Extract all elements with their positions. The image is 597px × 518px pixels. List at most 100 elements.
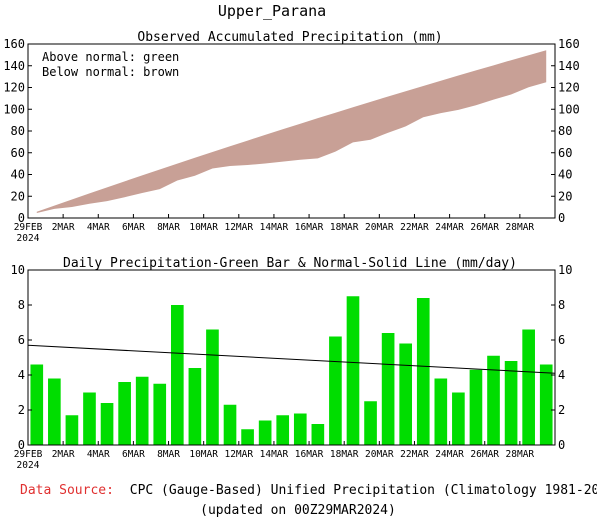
x-year-label: 2024 [17, 233, 40, 244]
daily-chart: Daily Precipitation-Green Bar & Normal-S… [11, 256, 573, 471]
daily-chart-title: Daily Precipitation-Green Bar & Normal-S… [63, 256, 517, 271]
daily-bar [241, 429, 254, 445]
y-tick-label: 60 [11, 146, 25, 160]
daily-bar [452, 392, 465, 445]
daily-bar [135, 376, 149, 445]
daily-bar [170, 305, 184, 445]
x-tick-label: 12MAR [224, 222, 253, 233]
y-tick-label: 0 [558, 438, 565, 452]
y-tick-label: 160 [558, 37, 580, 51]
daily-bar [223, 404, 237, 445]
footer-source: Data Source: CPC (Gauge-Based) Unified P… [20, 483, 597, 498]
x-tick-label: 12MAR [224, 449, 253, 460]
x-tick-label: 29FEB [14, 449, 43, 460]
x-tick-label: 10MAR [189, 449, 218, 460]
daily-bar [293, 413, 307, 445]
x-tick-label: 18MAR [330, 449, 359, 460]
y-tick-label: 8 [18, 298, 25, 312]
y-tick-label: 10 [558, 263, 572, 277]
y-tick-label: 80 [11, 124, 25, 138]
y-tick-label: 100 [558, 102, 580, 116]
x-tick-label: 28MAR [506, 222, 535, 233]
source-label: Data Source: [20, 483, 114, 498]
daily-bar [539, 364, 553, 445]
x-tick-label: 26MAR [470, 222, 499, 233]
y-tick-label: 20 [11, 189, 25, 203]
y-tick-label: 10 [11, 263, 25, 277]
daily-plot-frame [27, 269, 556, 446]
daily-bar [381, 333, 395, 445]
daily-bar [329, 336, 342, 445]
page-title: Upper_Parana [218, 2, 326, 20]
y-tick-label: 4 [18, 368, 25, 382]
x-tick-label: 26MAR [470, 449, 499, 460]
x-tick-label: 14MAR [260, 449, 289, 460]
y-tick-label: 20 [558, 189, 572, 203]
daily-y-axis-left: 0 2 4 6 8 10 [11, 263, 32, 452]
y-tick-label: 0 [18, 438, 25, 452]
x-tick-label: 2MAR [52, 449, 75, 460]
daily-bar [188, 368, 202, 445]
y-tick-label: 0 [18, 211, 25, 225]
y-tick-label: 40 [558, 168, 572, 182]
daily-bar [118, 382, 131, 445]
y-tick-label: 80 [558, 124, 572, 138]
x-tick-label: 10MAR [189, 222, 218, 233]
y-tick-label: 140 [3, 59, 25, 73]
y-tick-label: 2 [18, 403, 25, 417]
daily-bar [399, 343, 413, 445]
accumulated-y-axis-right: 0 20 40 60 80 100 120 140 160 [551, 37, 580, 225]
y-tick-label: 6 [558, 333, 565, 347]
x-tick-label: 20MAR [365, 222, 394, 233]
x-tick-label: 16MAR [295, 222, 324, 233]
x-tick-label: 20MAR [365, 449, 394, 460]
x-tick-label: 24MAR [435, 222, 464, 233]
accumulated-x-axis: 29FEB 2MAR 4MAR 6MAR 8MAR 10MAR 12MAR 14MAR 16MA… [14, 214, 535, 244]
y-tick-label: 120 [558, 81, 580, 95]
below-normal-area [36, 50, 547, 213]
y-tick-label: 2 [558, 403, 565, 417]
y-tick-label: 100 [3, 102, 25, 116]
y-tick-label: 120 [3, 81, 25, 95]
accumulated-y-axis-left: 0 20 40 60 80 100 120 140 160 [3, 37, 32, 225]
daily-bar [346, 296, 360, 445]
y-tick-label: 8 [558, 298, 565, 312]
y-tick-label: 40 [11, 168, 25, 182]
normal-line [27, 344, 556, 374]
source-text: CPC (Gauge-Based) Unified Precipitation … [130, 483, 597, 498]
x-tick-label: 2MAR [52, 222, 75, 233]
x-tick-label: 4MAR [87, 222, 110, 233]
daily-bar [258, 420, 272, 445]
x-tick-label: 28MAR [506, 449, 535, 460]
daily-bar [83, 392, 96, 445]
x-tick-label: 22MAR [400, 449, 429, 460]
y-tick-label: 140 [558, 59, 580, 73]
daily-bar [65, 415, 79, 445]
x-tick-label: 29FEB [14, 222, 43, 233]
x-tick-label: 24MAR [435, 449, 464, 460]
daily-bar [48, 378, 61, 445]
daily-bars [30, 296, 553, 445]
legend-above-normal: Above normal: green [42, 50, 179, 64]
y-tick-label: 4 [558, 368, 565, 382]
daily-bar [522, 329, 535, 445]
daily-bar [206, 329, 219, 445]
legend-below-normal: Below normal: brown [42, 65, 179, 79]
daily-bar [30, 364, 44, 445]
x-year-label: 2024 [17, 460, 40, 471]
x-tick-label: 6MAR [122, 222, 145, 233]
daily-bar [434, 378, 448, 445]
daily-bar [311, 424, 325, 445]
daily-bar [100, 403, 114, 445]
x-tick-label: 14MAR [260, 222, 289, 233]
x-tick-label: 6MAR [122, 449, 145, 460]
daily-bar [487, 355, 500, 445]
daily-x-axis: 29FEB 2MAR 4MAR 6MAR 8MAR 10MAR 12MAR 14MAR 16MA… [14, 441, 535, 471]
y-tick-label: 0 [558, 211, 565, 225]
x-tick-label: 8MAR [157, 222, 180, 233]
daily-bar [504, 361, 518, 445]
daily-bar [153, 383, 167, 445]
daily-bar [364, 401, 377, 445]
accumulated-chart-title: Observed Accumulated Precipitation (mm) [137, 30, 442, 45]
